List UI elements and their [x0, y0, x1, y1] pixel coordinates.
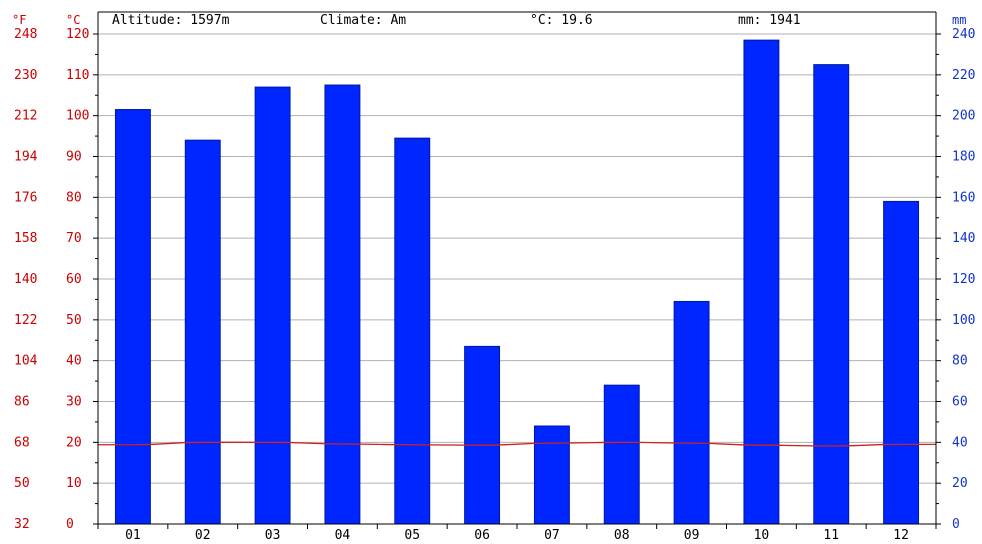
fahrenheit-tick-label: 104: [14, 354, 38, 369]
fahrenheit-tick-label: 176: [14, 190, 37, 205]
month-tick-label: 04: [335, 528, 351, 543]
month-tick-label: 09: [684, 528, 700, 543]
celsius-tick-label: 120: [66, 27, 89, 42]
month-tick-label: 08: [614, 528, 630, 543]
month-tick-label: 03: [265, 528, 281, 543]
celsius-tick-label: 50: [66, 313, 82, 328]
climate-label: Climate: Am: [320, 13, 406, 28]
mm-tick-label: 60: [952, 395, 968, 410]
mm-tick-label: 220: [952, 68, 975, 83]
precipitation-total-label: mm: 1941: [738, 13, 801, 28]
fahrenheit-tick-label: 50: [14, 476, 30, 491]
mm-unit-label: mm: [952, 13, 966, 27]
celsius-tick-label: 100: [66, 109, 89, 124]
month-tick-label: 05: [404, 528, 420, 543]
fahrenheit-tick-label: 158: [14, 231, 37, 246]
celsius-tick-label: 20: [66, 435, 82, 450]
mm-tick-label: 160: [952, 190, 975, 205]
month-tick-label: 10: [754, 528, 770, 543]
celsius-tick-label: 70: [66, 231, 82, 246]
mm-tick-label: 80: [952, 354, 968, 369]
mm-tick-label: 120: [952, 272, 975, 287]
celsius-unit-label: °C: [66, 13, 80, 27]
temperature-line-group: [97, 441, 936, 447]
mm-tick-label: 240: [952, 27, 975, 42]
month-tick-label: 06: [474, 528, 490, 543]
precipitation-bar: [603, 384, 640, 525]
precipitation-bar: [114, 109, 151, 525]
fahrenheit-tick-label: 194: [14, 150, 38, 165]
month-tick-label: 07: [544, 528, 560, 543]
grid-lines: [98, 33, 936, 484]
celsius-tick-label: 30: [66, 395, 82, 410]
fahrenheit-tick-label: 68: [14, 435, 30, 450]
mm-tick-label: 20: [952, 476, 968, 491]
month-tick-label: 01: [125, 528, 141, 543]
celsius-tick-label: 90: [66, 150, 82, 165]
fahrenheit-tick-label: 248: [14, 27, 37, 42]
precipitation-bars: [114, 39, 920, 525]
temperature-mean-label: °C: 19.6: [530, 13, 593, 28]
mm-tick-label: 200: [952, 109, 975, 124]
axes: [93, 11, 941, 529]
mm-tick-label: 100: [952, 313, 975, 328]
precipitation-bar: [883, 200, 920, 525]
celsius-tick-label: 0: [66, 517, 74, 532]
fahrenheit-tick-label: 230: [14, 68, 37, 83]
mm-tick-label: 180: [952, 150, 975, 165]
precipitation-bar: [813, 64, 850, 525]
fahrenheit-tick-label: 212: [14, 109, 37, 124]
celsius-tick-label: 40: [66, 354, 82, 369]
precipitation-bar: [254, 86, 291, 525]
mm-tick-label: 40: [952, 435, 968, 450]
fahrenheit-tick-label: 32: [14, 517, 30, 532]
celsius-tick-label: 10: [66, 476, 82, 491]
temperature-line: [97, 441, 936, 447]
month-tick-label: 11: [823, 528, 839, 543]
precipitation-bar: [743, 39, 780, 525]
month-tick-label: 02: [195, 528, 211, 543]
month-tick-label: 12: [893, 528, 909, 543]
precipitation-bar: [184, 139, 221, 525]
mm-tick-label: 0: [952, 517, 960, 532]
precipitation-bar: [533, 425, 570, 525]
precipitation-bar: [673, 300, 710, 525]
precipitation-bar: [464, 345, 501, 525]
precipitation-bar: [324, 84, 361, 525]
celsius-tick-label: 60: [66, 272, 82, 287]
fahrenheit-tick-label: 140: [14, 272, 37, 287]
celsius-tick-label: 110: [66, 68, 89, 83]
fahrenheit-tick-label: 86: [14, 395, 30, 410]
celsius-tick-label: 80: [66, 190, 82, 205]
fahrenheit-unit-label: °F: [12, 13, 26, 27]
precipitation-bar: [394, 137, 431, 525]
fahrenheit-tick-label: 122: [14, 313, 37, 328]
altitude-label: Altitude: 1597m: [112, 13, 230, 28]
mm-tick-label: 140: [952, 231, 975, 246]
